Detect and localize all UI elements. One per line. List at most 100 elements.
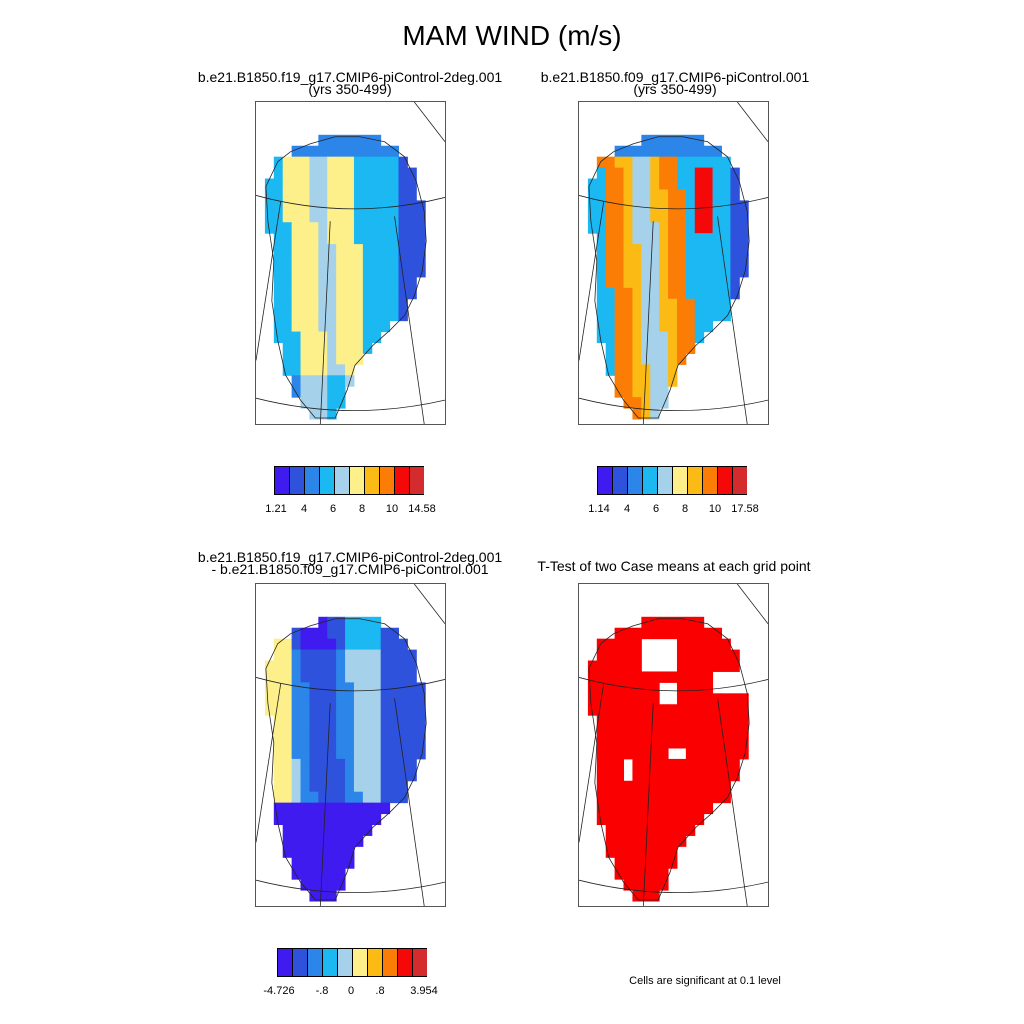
colorbar-box <box>597 466 613 495</box>
grid-cell <box>676 342 687 354</box>
grid-cell <box>309 638 319 651</box>
grid-cell <box>380 660 391 672</box>
grid-cell <box>721 649 731 662</box>
grid-cell <box>371 233 382 245</box>
grid-cell <box>318 342 328 354</box>
grid-cell <box>300 879 310 891</box>
grid-cell <box>623 364 633 376</box>
grid-cell <box>650 408 660 420</box>
grid-cell <box>318 276 328 289</box>
grid-cell <box>291 726 302 738</box>
grid-cell <box>362 276 373 289</box>
grid-cell <box>739 726 749 738</box>
grid-cell <box>300 846 310 858</box>
grid-cell <box>712 265 722 278</box>
grid-cell <box>605 276 616 289</box>
grid-cell <box>291 824 302 836</box>
grid-cells <box>587 134 749 420</box>
grid-cell <box>623 309 633 322</box>
grid-cell <box>676 255 687 267</box>
grid-cell <box>668 802 678 815</box>
colorbar-case1 <box>274 466 424 496</box>
grid-cell <box>336 802 346 815</box>
grid-cell <box>336 747 346 760</box>
grid-cell <box>353 780 364 793</box>
grid-cell <box>685 200 696 212</box>
grid-cell <box>398 769 408 782</box>
coastline <box>588 618 750 901</box>
grid-cell <box>685 342 696 354</box>
grid-cell <box>398 638 408 651</box>
grid-cell <box>676 769 687 782</box>
grid-cell <box>336 265 346 278</box>
grid-cell <box>668 364 678 376</box>
grid-cell <box>721 780 731 793</box>
grid-cell <box>318 879 328 891</box>
grid-cell <box>318 244 328 256</box>
grid-cell <box>614 309 625 322</box>
cb-case1-label: 6 <box>329 503 337 515</box>
grid-cell <box>614 364 625 376</box>
grid-cell <box>587 222 598 234</box>
grid-cell <box>318 649 328 662</box>
grid-cell <box>336 167 346 180</box>
grid-cell <box>659 386 669 398</box>
grid-cell <box>318 682 328 694</box>
grid-cell <box>650 244 660 256</box>
grid-cell <box>641 156 651 169</box>
grid-cell <box>721 747 731 760</box>
grid-cell <box>398 780 408 793</box>
grid-cell <box>336 211 346 223</box>
grid-cell <box>650 265 660 278</box>
grid-cell <box>739 211 749 223</box>
grid-cell <box>721 200 731 212</box>
grid-cell <box>623 265 633 278</box>
grid-cell <box>712 298 722 311</box>
grid-cell <box>614 868 625 880</box>
grid-cell <box>398 189 408 201</box>
grid-cell <box>605 693 616 705</box>
grid-cell <box>336 342 346 354</box>
grid-cell <box>345 287 355 300</box>
grid-cell <box>282 758 293 771</box>
grid-cell <box>318 737 328 749</box>
grid-cell <box>291 233 302 245</box>
grid-cell <box>739 715 749 727</box>
grid-cell <box>300 737 310 749</box>
grid-cell <box>668 200 678 212</box>
grid-cell <box>614 145 625 158</box>
grid-cell <box>273 276 284 289</box>
grid-cell <box>389 769 399 782</box>
grid-cell <box>282 320 293 333</box>
grid-cell <box>712 287 722 300</box>
grid-cell <box>371 287 382 300</box>
cb-case2-label: 1.14 <box>588 503 610 515</box>
grid-cell <box>345 758 355 771</box>
grid-cell <box>327 671 337 683</box>
grid-cell <box>676 331 687 344</box>
grid-cell <box>685 649 696 662</box>
map-case2-canvas <box>579 102 768 424</box>
grid-cell <box>614 353 625 365</box>
grid-cell <box>309 682 319 694</box>
colorbar-box <box>702 466 718 495</box>
grid-cell <box>389 309 399 322</box>
grid-cell <box>694 715 705 727</box>
grid-cell <box>659 747 669 760</box>
cb-diff-label: 0 <box>347 985 355 997</box>
grid-cell <box>614 802 625 815</box>
grid-cell <box>309 375 319 387</box>
grid-cell <box>703 233 714 245</box>
grid-cell <box>309 233 319 245</box>
grid-cell <box>614 813 625 826</box>
grid-cell <box>273 189 284 201</box>
grid-cell <box>282 791 293 804</box>
grid-cell <box>309 769 319 782</box>
grid-cell <box>371 178 382 190</box>
grid-cell <box>362 616 373 629</box>
grid-cell <box>380 265 391 278</box>
grid-cell <box>380 758 391 771</box>
grid-cell <box>407 693 417 705</box>
grid-cell <box>623 791 633 804</box>
grid-cell <box>336 780 346 793</box>
